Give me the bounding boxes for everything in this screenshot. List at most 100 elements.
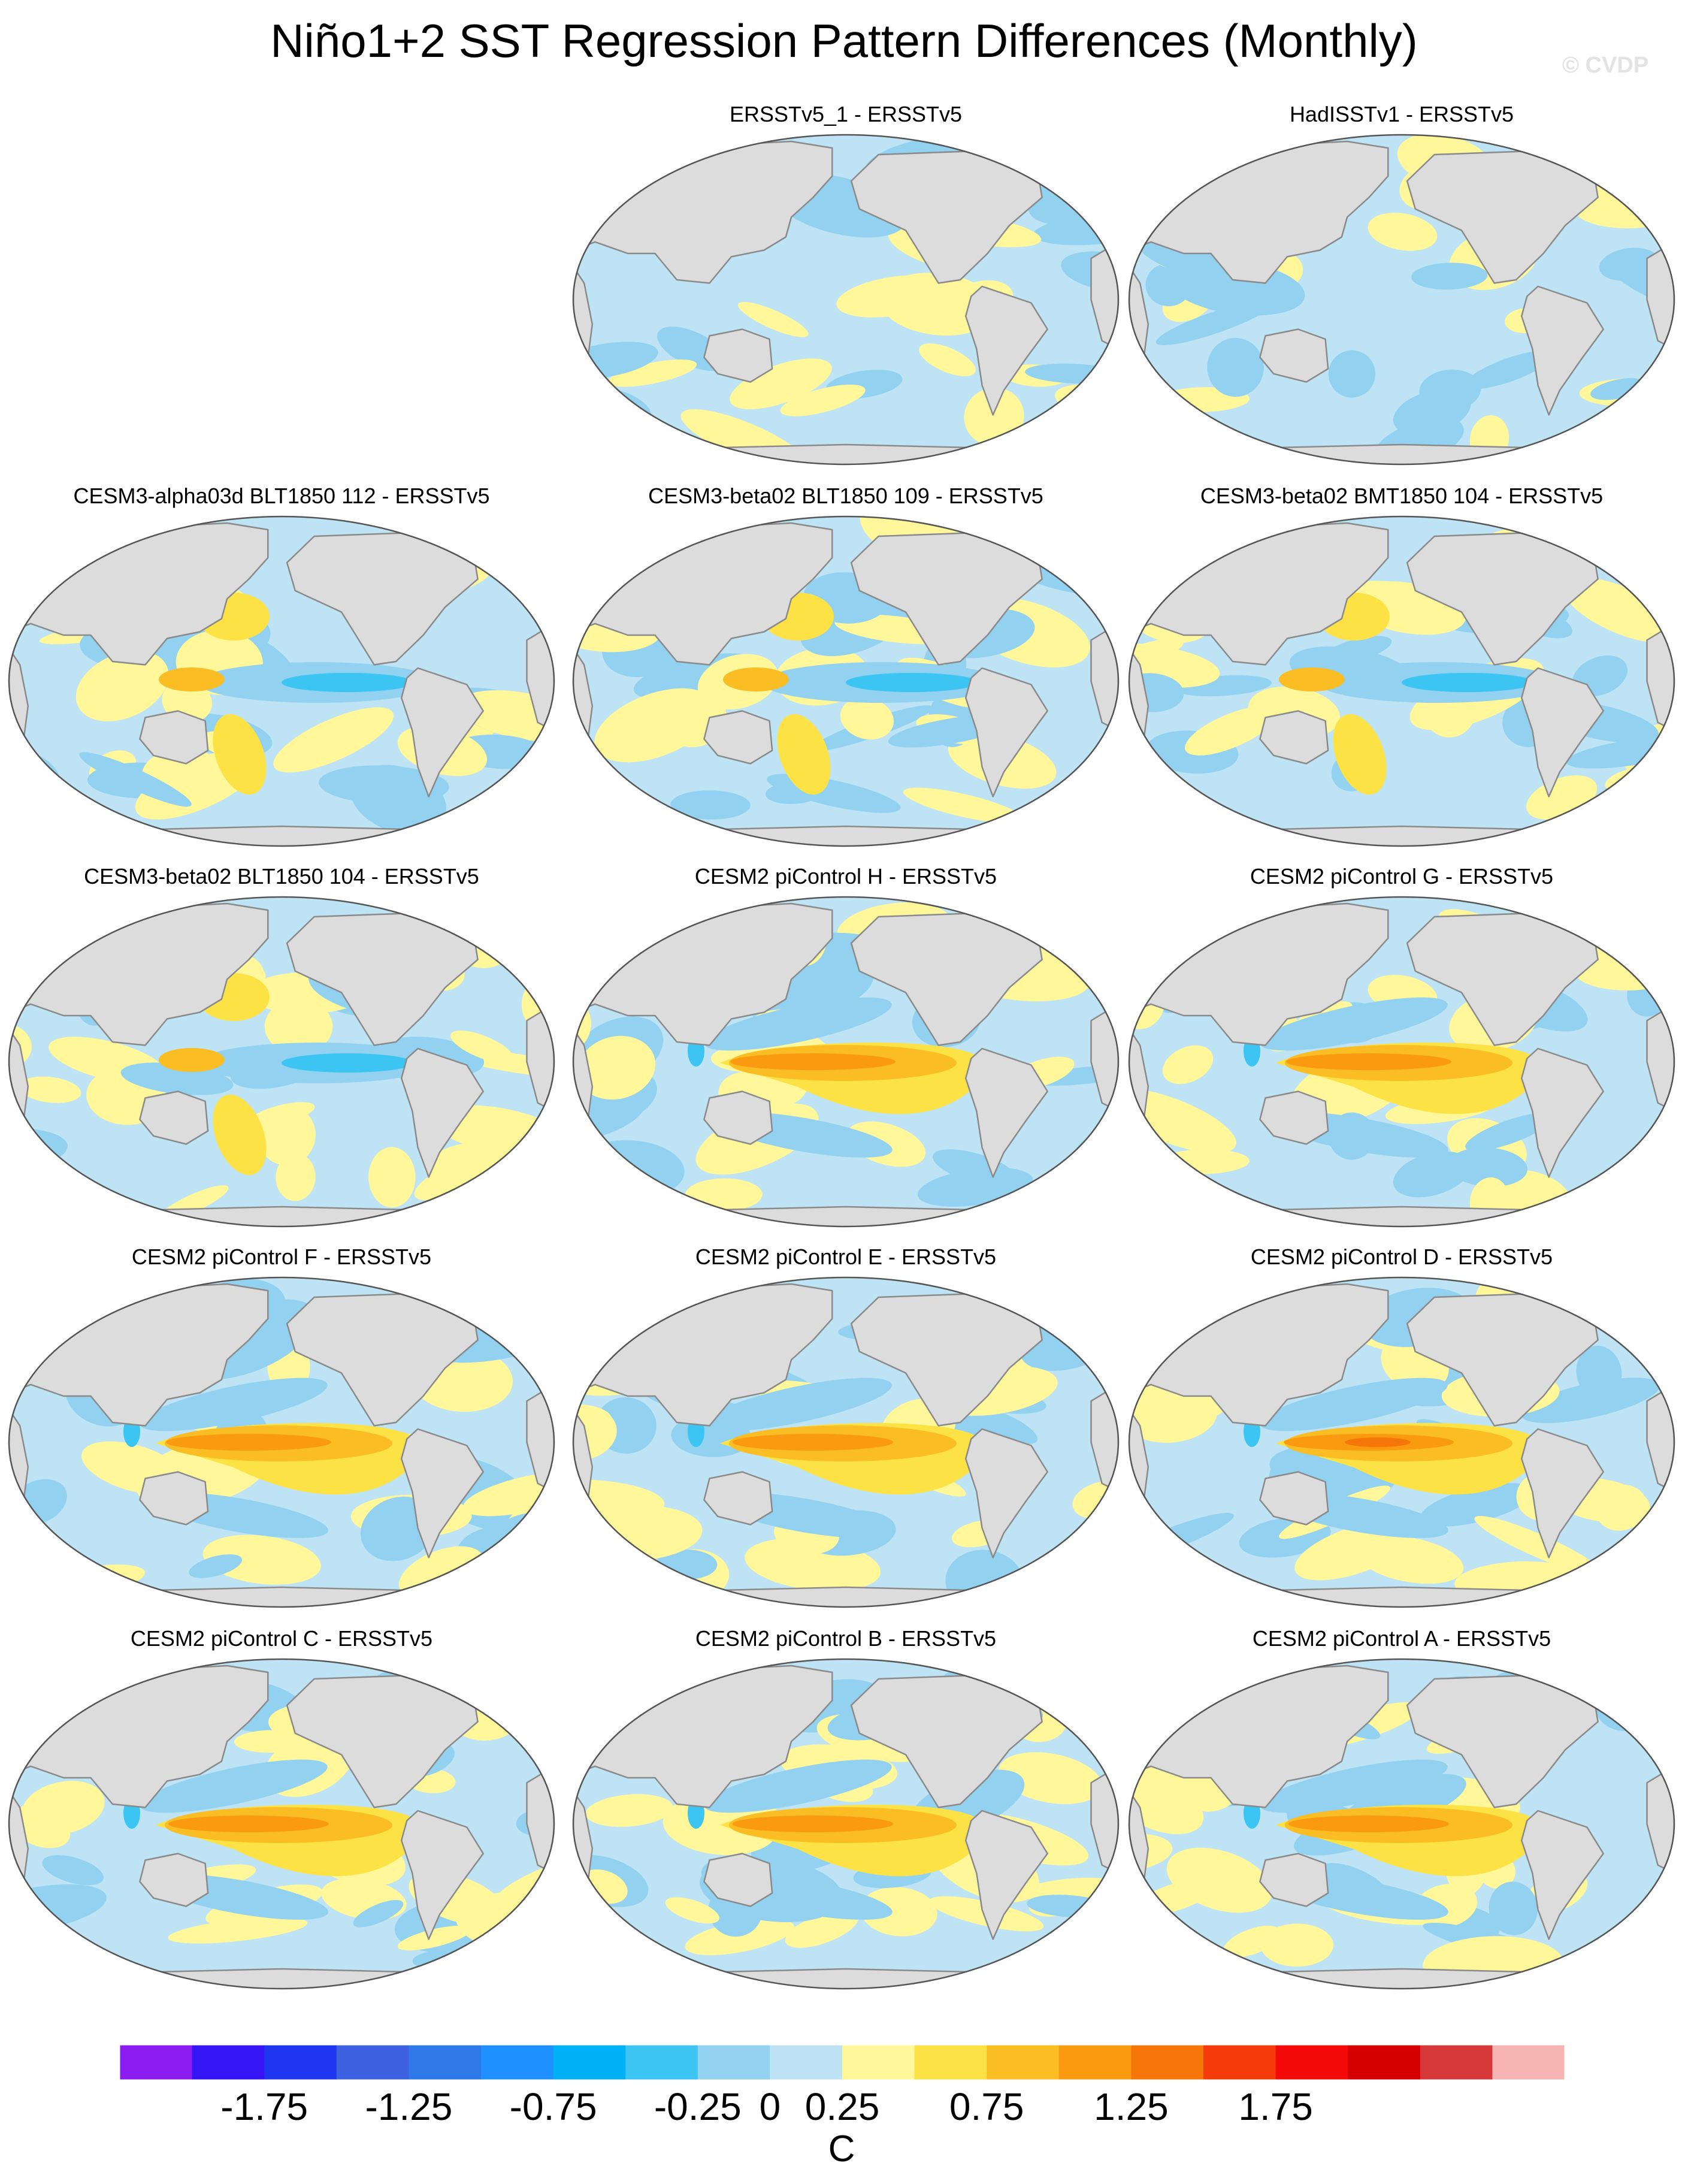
warm-tongue-peak: [1288, 1816, 1449, 1832]
sst-anomaly-patch: [1057, 1929, 1102, 1961]
sst-anomaly-patch: [919, 343, 976, 376]
land-mass: [139, 1471, 209, 1526]
warm-pool-anomaly: [723, 667, 789, 691]
colorbar-tick-label: 1.75: [1238, 2085, 1313, 2128]
cold-tongue-core: [846, 673, 978, 692]
sst-anomaly-patch: [1148, 1551, 1199, 1580]
sst-anomaly-patch: [79, 752, 192, 807]
cold-tongue-core: [282, 673, 413, 692]
sst-anomaly-patch: [607, 359, 697, 387]
land-mass: [1520, 285, 1604, 416]
sst-anomaly-patch: [1576, 1346, 1622, 1399]
map-border: [8, 1276, 555, 1608]
sst-anomaly-patch: [353, 1899, 404, 1928]
sst-anomaly-patch: [202, 1534, 321, 1585]
south-pacific-warm-anomaly: [213, 714, 267, 795]
colorbar-swatch: [1348, 2045, 1421, 2080]
colorbar-swatch: [1420, 2045, 1493, 2080]
map-panel: HadISSTv1 - ERSSTv5: [1126, 101, 1677, 472]
sst-anomaly-patch: [577, 1035, 656, 1100]
land-mass: [1520, 667, 1604, 798]
sst-anomaly-patch: [1448, 1147, 1528, 1187]
colorbar-swatch: [1058, 2045, 1132, 2080]
panel-title: CESM3-beta02 BLT1850 109 - ERSSTv5: [648, 484, 1043, 508]
sst-anomaly-patch: [42, 1855, 104, 1886]
colorbar-tick-label: -1.75: [220, 2085, 308, 2128]
land-mass: [1259, 1471, 1329, 1526]
map-border: [8, 896, 555, 1228]
sst-anomaly-patch: [1129, 923, 1183, 965]
robinson-map: [1128, 515, 1675, 847]
panel-title: CESM3-beta02 BMT1850 104 - ERSSTv5: [1200, 484, 1604, 508]
map-panel: CESM2 piControl F - ERSSTv5: [6, 1243, 557, 1615]
land-mass: [703, 328, 773, 383]
cool-horseshoe-north: [704, 997, 892, 1051]
panel-title: HadISSTv1 - ERSSTv5: [1289, 102, 1514, 126]
sst-anomaly-patch: [1129, 161, 1183, 203]
sst-anomaly-patch: [273, 707, 394, 773]
sst-anomaly-patch: [368, 1147, 416, 1208]
sst-anomaly-patch: [249, 1102, 315, 1126]
land-mass: [586, 1203, 1106, 1227]
sst-anomaly-patch: [1465, 1113, 1553, 1152]
sst-field: [1129, 516, 1674, 846]
land-mass: [1520, 1047, 1604, 1178]
colorbar-swatch: [842, 2045, 915, 2080]
colorbar-swatch: [192, 2045, 265, 2080]
sst-field: [573, 1659, 1118, 1989]
panel-title: CESM2 piControl A - ERSSTv5: [1252, 1626, 1551, 1651]
robinson-map: [1128, 1658, 1675, 1990]
warm-tongue-peak: [730, 1053, 896, 1070]
land-mass: [1259, 328, 1329, 383]
land-mass: [1142, 822, 1662, 846]
sst-anomaly-patch: [860, 1887, 937, 1937]
warm-tongue-max: [1345, 1437, 1411, 1447]
sst-anomaly-patch: [189, 1554, 243, 1578]
sst-anomaly-patch: [1644, 1341, 1674, 1367]
sst-field: [573, 516, 1118, 846]
map-border: [1128, 134, 1675, 466]
sst-anomaly-patch: [585, 1794, 673, 1827]
panel-title: CESM2 piControl B - ERSSTv5: [695, 1626, 997, 1651]
colorbar-swatch: [1275, 2045, 1348, 2080]
page-title: Niño1+2 SST Regression Pattern Differenc…: [270, 14, 1418, 67]
sst-anomaly-patch: [450, 1030, 514, 1063]
panel-title: CESM2 piControl D - ERSSTv5: [1250, 1244, 1553, 1269]
land-mass: [400, 1428, 484, 1558]
warm-tongue-peak: [168, 1816, 329, 1832]
robinson-map: [572, 1658, 1120, 1990]
sst-anomaly-patch: [1618, 1563, 1674, 1603]
cool-horseshoe-north: [140, 1759, 328, 1813]
map-border: [1128, 1276, 1675, 1608]
sst-anomaly-patch: [665, 1897, 719, 1924]
sst-field: [573, 1277, 1118, 1607]
sst-anomaly-patch: [1162, 1045, 1214, 1085]
map-border: [572, 1658, 1120, 1990]
robinson-map: [572, 134, 1120, 466]
sst-anomaly-patch: [1563, 578, 1674, 644]
sst-anomaly-patch: [9, 1707, 56, 1735]
land-mass: [1259, 1853, 1329, 1907]
colorbar-tick-label: -0.75: [509, 2085, 597, 2128]
south-pacific-warm-anomaly: [213, 1094, 267, 1176]
cool-horseshoe-north: [1260, 1378, 1448, 1431]
warm-pool-anomaly: [159, 1048, 225, 1072]
sst-anomaly-patch: [1474, 1516, 1602, 1576]
panel-title: CESM3-alpha03d BLT1850 112 - ERSSTv5: [73, 484, 490, 508]
map-panel: CESM3-beta02 BLT1850 109 - ERSSTv5: [570, 482, 1121, 854]
land-mass: [1142, 1203, 1662, 1227]
robinson-map: [1128, 896, 1675, 1228]
sst-anomaly-patch: [350, 765, 446, 834]
colorbar-swatch: [409, 2045, 482, 2080]
land-mass: [400, 1047, 484, 1178]
cool-horseshoe-north: [704, 1759, 892, 1813]
colorbar-swatch: [1203, 2045, 1276, 2080]
robinson-map: [8, 515, 555, 847]
sst-anomaly-patch: [999, 1752, 1102, 1804]
colorbar: [119, 2044, 1565, 2080]
cool-horseshoe-north: [704, 1378, 892, 1431]
robinson-map: [1128, 134, 1675, 466]
land-mass: [703, 710, 773, 765]
sst-anomaly-patch: [1465, 351, 1553, 389]
sst-anomaly-patch: [573, 1937, 655, 1981]
